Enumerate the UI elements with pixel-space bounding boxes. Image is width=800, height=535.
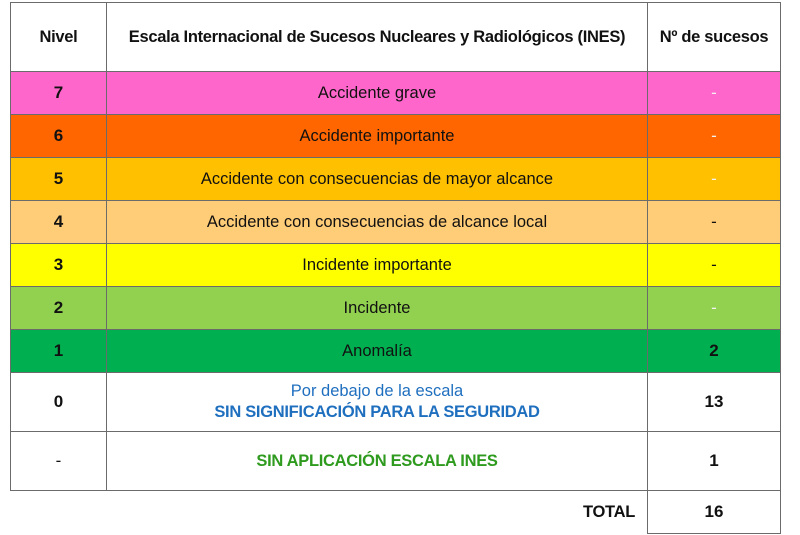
description-cell: Anomalía [106, 329, 648, 373]
level-cell: 0 [10, 372, 107, 432]
count-cell: 1 [647, 431, 781, 491]
description-cell: Por debajo de la escala SIN SIGNIFICACIÓ… [106, 372, 648, 432]
count-cell: 13 [647, 372, 781, 432]
level-cell: 1 [10, 329, 107, 373]
no-safety-significance-label: SIN SIGNIFICACIÓN PARA LA SEGURIDAD [214, 403, 540, 421]
header-level: Nivel [10, 2, 107, 72]
header-scale: Escala Internacional de Sucesos Nucleare… [106, 2, 648, 72]
level-cell: - [10, 431, 107, 491]
count-cell: - [647, 71, 781, 115]
count-cell: - [647, 200, 781, 244]
table-row-level-3: 3 Incidente importante - [10, 243, 781, 287]
count-cell: - [647, 286, 781, 330]
level-cell: 7 [10, 71, 107, 115]
description-cell: Accidente grave [106, 71, 648, 115]
table-row-level-2: 2 Incidente - [10, 286, 781, 330]
table-row-level-7: 7 Accidente grave - [10, 71, 781, 115]
description-cell: Incidente [106, 286, 648, 330]
table-row-level-0: 0 Por debajo de la escala SIN SIGNIFICAC… [10, 372, 781, 432]
count-cell: - [647, 114, 781, 158]
description-cell: Incidente importante [106, 243, 648, 287]
count-cell: 2 [647, 329, 781, 373]
header-count: Nº de sucesos [647, 2, 781, 72]
table-row-level-5: 5 Accidente con consecuencias de mayor a… [10, 157, 781, 201]
description-cell: Accidente con consecuencias de alcance l… [106, 200, 648, 244]
level-cell: 2 [10, 286, 107, 330]
total-value: 16 [647, 490, 781, 534]
level-cell: 4 [10, 200, 107, 244]
total-label: TOTAL [583, 502, 635, 521]
total-row: TOTAL 16 [11, 490, 781, 534]
table-row-level-4: 4 Accidente con consecuencias de alcance… [10, 200, 781, 244]
count-cell: - [647, 157, 781, 201]
table-row-level-1: 1 Anomalía 2 [10, 329, 781, 373]
ines-events-table: Nivel Escala Internacional de Sucesos Nu… [10, 2, 781, 534]
level-cell: 3 [10, 243, 107, 287]
level-cell: 5 [10, 157, 107, 201]
description-cell: SIN APLICACIÓN ESCALA INES [106, 431, 648, 491]
not-applicable-label: SIN APLICACIÓN ESCALA INES [256, 452, 498, 470]
description-cell: Accidente importante [106, 114, 648, 158]
description-cell: Accidente con consecuencias de mayor alc… [106, 157, 648, 201]
level-cell: 6 [10, 114, 107, 158]
table-row-not-applicable: - SIN APLICACIÓN ESCALA INES 1 [10, 431, 781, 491]
count-cell: - [647, 243, 781, 287]
header-row: Nivel Escala Internacional de Sucesos Nu… [10, 2, 781, 72]
total-spacer [11, 491, 107, 534]
table-row-level-6: 6 Accidente importante - [10, 114, 781, 158]
below-scale-label: Por debajo de la escala [290, 382, 464, 400]
